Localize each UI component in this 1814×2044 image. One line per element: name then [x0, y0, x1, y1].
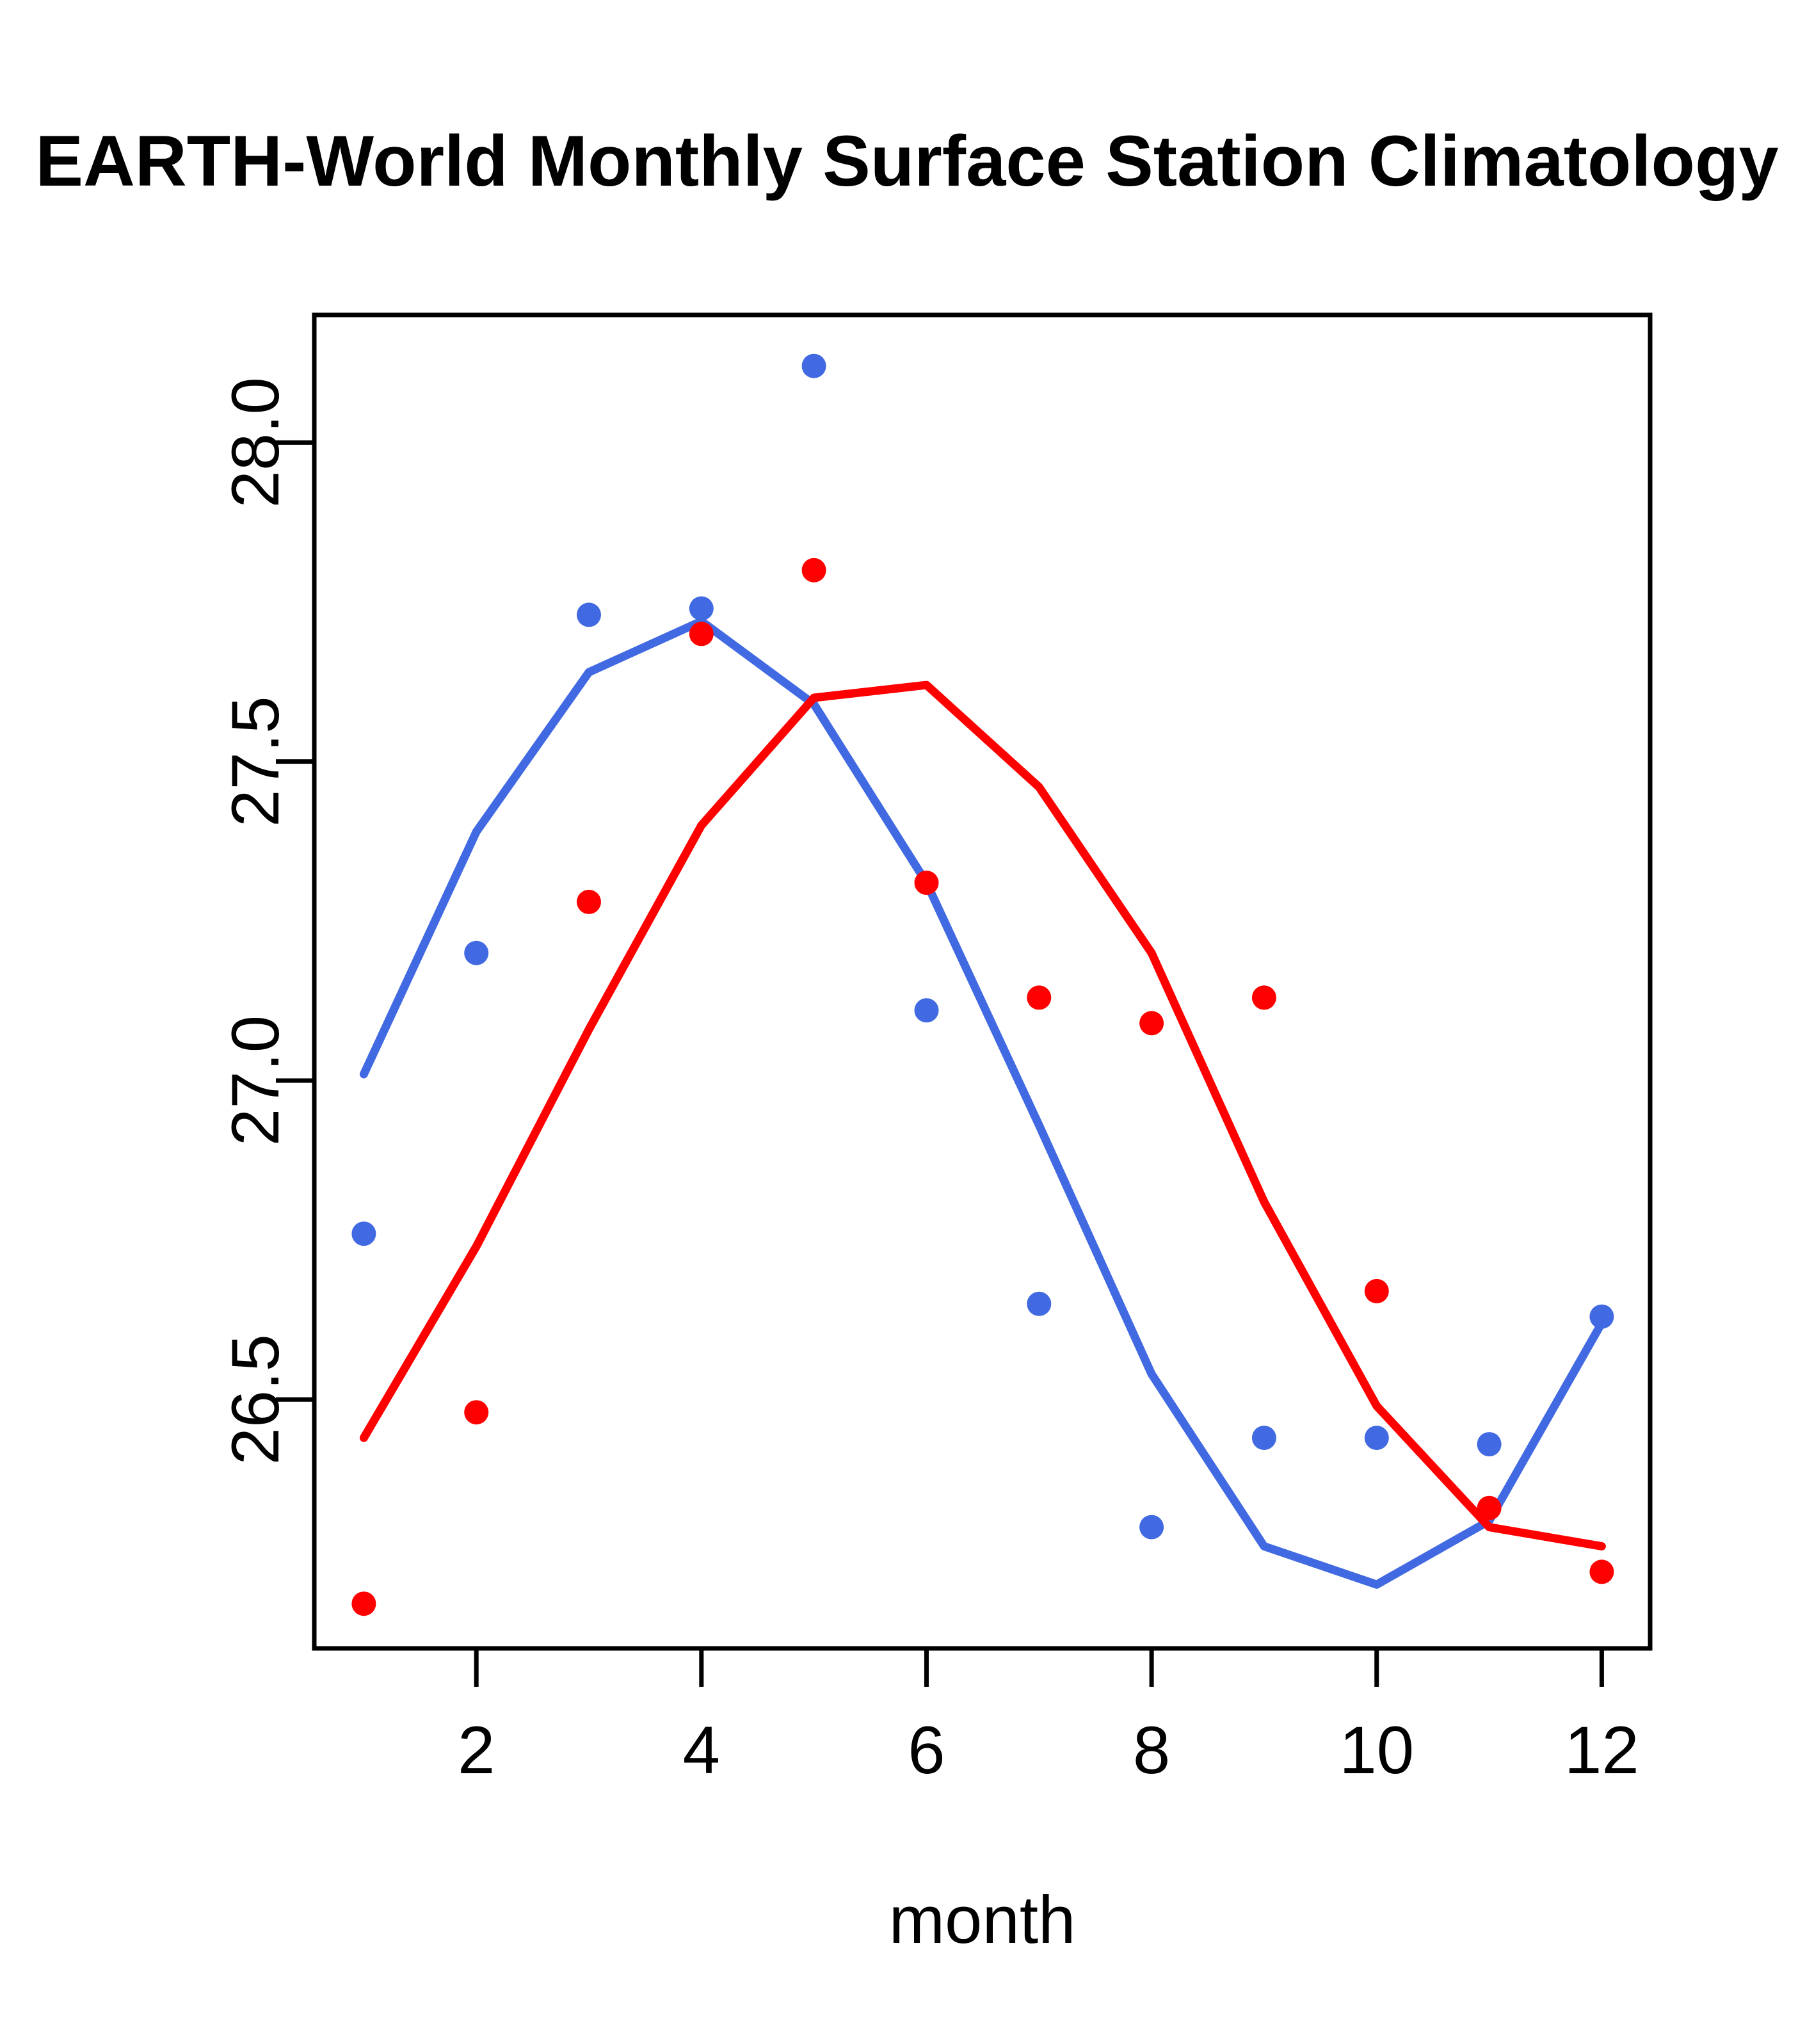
station-2-monthly-points-dot: [464, 1400, 489, 1425]
y-tick-label: 27.0: [218, 1015, 293, 1146]
y-tick-label: 27.5: [218, 696, 293, 826]
x-tick-label: 4: [683, 1713, 720, 1788]
station-1-smoothed-line: [359, 616, 1606, 1589]
y-tick-label: 26.5: [218, 1334, 293, 1465]
station-1-monthly-points-dot: [914, 998, 939, 1023]
station-2-monthly-points-dot: [914, 871, 939, 895]
station-1-monthly-points-dot: [1027, 1291, 1052, 1316]
chart-title: EARTH-World Monthly Surface Station Clim…: [35, 121, 1778, 201]
station-2-monthly-points-dot: [1477, 1495, 1502, 1520]
station-2-monthly-points-dot: [1139, 1011, 1164, 1036]
station-1-monthly-points-dot: [351, 1221, 376, 1246]
station-1-monthly-points-dot: [1364, 1426, 1389, 1451]
x-tick-label: 12: [1564, 1713, 1639, 1788]
station-1-monthly-points-dot: [464, 940, 489, 965]
x-axis-label: month: [889, 1883, 1076, 1958]
plot-area: 2 4 6 8 10 12 26.5 27.0 27.5 28.0: [218, 312, 1653, 1788]
station-1-monthly-points-dot: [1139, 1515, 1164, 1540]
station-2-monthly-points-dot: [1251, 985, 1276, 1010]
station-2-monthly-points-dot: [801, 558, 826, 583]
x-tick-label: 6: [908, 1713, 945, 1788]
station-1-monthly-points-dot: [1251, 1426, 1276, 1451]
station-2-monthly-points-dot: [689, 622, 714, 647]
station-2-monthly-points-dot: [577, 889, 601, 914]
station-1-monthly-points-dot: [1589, 1304, 1614, 1329]
plot-box: [312, 312, 1653, 1651]
station-2-monthly-points-dot: [1589, 1559, 1614, 1584]
y-tick-label: 28.0: [218, 377, 293, 508]
x-tick-label: 2: [458, 1713, 495, 1788]
station-2-smoothed-line: [359, 680, 1606, 1550]
x-tick-label: 10: [1339, 1713, 1414, 1788]
station-1-monthly-points-dot: [577, 602, 601, 627]
station-1-monthly-points-dot: [689, 596, 714, 621]
x-tick-label: 8: [1133, 1713, 1170, 1788]
station-2-monthly-points-dot: [1364, 1278, 1389, 1303]
station-1-monthly-points-dot: [801, 353, 826, 378]
station-2-monthly-points-dot: [1027, 985, 1052, 1010]
station-1-monthly-points-dot: [1477, 1432, 1502, 1457]
station-2-monthly-points-dot: [351, 1591, 376, 1616]
